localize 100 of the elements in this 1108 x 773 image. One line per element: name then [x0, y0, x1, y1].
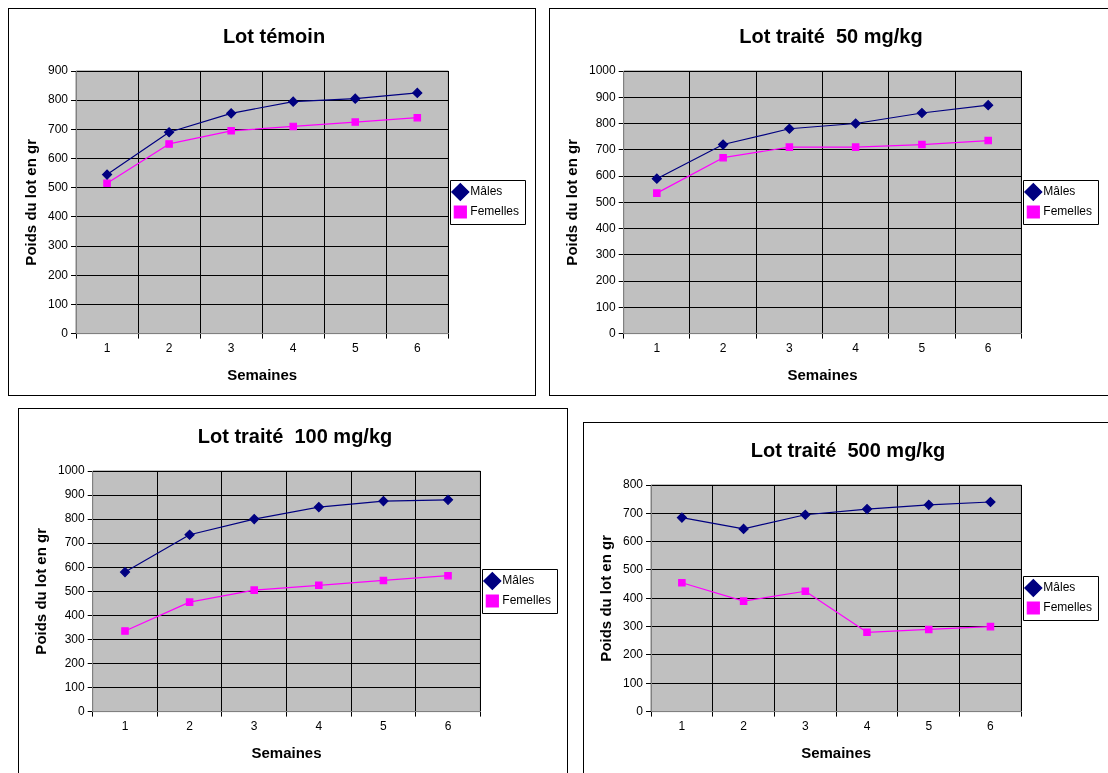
y-tick-label: 600 [622, 533, 644, 548]
point [678, 578, 686, 587]
point [103, 179, 111, 188]
legend-label: Femelles [470, 204, 520, 219]
x-tick-label: 4 [289, 341, 297, 356]
x-tick-label: 1 [653, 341, 661, 356]
point [676, 512, 687, 523]
y-axis-title: Poids du lot en gr [597, 534, 615, 662]
point [924, 625, 933, 634]
point [984, 136, 992, 145]
y-tick-label: 500 [64, 583, 86, 598]
y-tick-label: 0 [78, 703, 86, 718]
point [800, 509, 811, 520]
point [719, 153, 727, 162]
x-tick-label: 6 [987, 719, 995, 734]
x-tick-label: 3 [227, 341, 235, 356]
point [164, 127, 175, 138]
point [185, 598, 194, 606]
point [165, 140, 173, 148]
point [121, 627, 129, 635]
x-axis-title: Semaines [787, 366, 858, 384]
chart-title: Lot traité 50 mg/kg [739, 24, 923, 47]
x-tick-label: 6 [444, 719, 452, 734]
point [918, 140, 926, 149]
y-tick-label: 100 [64, 679, 86, 694]
x-tick-label: 2 [165, 341, 173, 356]
x-tick-label: 6 [984, 341, 992, 356]
y-tick-label: 600 [47, 150, 69, 165]
point [249, 514, 260, 525]
y-tick-label: 700 [64, 535, 86, 550]
point [718, 139, 729, 150]
y-tick-label: 700 [47, 121, 69, 136]
y-tick-label: 900 [47, 63, 69, 78]
point [861, 503, 873, 515]
point [784, 123, 795, 134]
y-tick-label: 400 [595, 220, 617, 235]
x-tick-label: 4 [315, 719, 323, 734]
point [785, 143, 794, 151]
y-tick-label: 800 [47, 92, 69, 107]
point [313, 501, 324, 513]
point [442, 494, 454, 505]
x-axis-title: Semaines [801, 744, 872, 762]
point [738, 523, 749, 534]
x-axis-title: Semaines [251, 744, 322, 762]
point [739, 597, 748, 605]
y-tick-label: 200 [64, 655, 86, 670]
x-tick-label: 2 [186, 719, 194, 734]
point [227, 127, 235, 135]
y-tick-label: 400 [64, 607, 86, 622]
y-tick-label: 200 [595, 273, 617, 288]
y-tick-label: 300 [622, 618, 644, 633]
point [923, 499, 934, 510]
point [101, 169, 113, 180]
y-tick-label: 1000 [588, 63, 617, 78]
legend-label: Mâles [1043, 184, 1076, 199]
y-tick-label: 400 [622, 590, 644, 605]
x-tick-label: 2 [740, 719, 748, 734]
y-tick-label: 500 [47, 180, 69, 195]
y-tick-label: 1000 [57, 463, 86, 478]
y-tick-label: 500 [622, 562, 644, 577]
y-tick-label: 200 [47, 267, 69, 282]
x-tick-label: 5 [380, 719, 388, 734]
legend-label: Femelles [502, 593, 552, 608]
chart-title: Lot traité 100 mg/kg [197, 424, 393, 447]
point [184, 529, 195, 540]
x-tick-label: 4 [852, 341, 860, 356]
y-tick-label: 500 [595, 194, 617, 209]
point [444, 571, 452, 580]
point [250, 586, 258, 594]
legend-label: Femelles [1043, 600, 1093, 615]
point [983, 100, 994, 111]
legend-label: Mâles [470, 184, 503, 199]
point [653, 189, 661, 197]
y-tick-label: 0 [636, 703, 644, 718]
point [351, 118, 360, 126]
x-tick-label: 3 [250, 719, 258, 734]
point [315, 581, 323, 590]
point [119, 566, 131, 578]
y-tick-label: 700 [595, 142, 617, 157]
point [288, 96, 299, 107]
point [350, 93, 361, 104]
x-tick-label: 6 [413, 341, 421, 356]
y-tick-label: 0 [609, 325, 617, 340]
point [226, 108, 237, 119]
point [850, 118, 861, 129]
point [378, 495, 389, 507]
y-tick-label: 800 [622, 477, 644, 492]
x-tick-label: 3 [801, 719, 809, 734]
legend-label: Mâles [502, 573, 535, 588]
x-tick-label: 5 [918, 341, 926, 356]
x-tick-label: 5 [351, 341, 359, 356]
legend-label: Mâles [1043, 580, 1076, 595]
point [863, 628, 871, 637]
chart-title: Lot témoin [222, 24, 326, 47]
y-tick-label: 100 [622, 675, 644, 690]
y-tick-label: 200 [622, 647, 644, 662]
y-tick-label: 900 [595, 89, 617, 104]
point [916, 107, 928, 119]
y-tick-label: 300 [595, 247, 617, 262]
x-tick-label: 2 [719, 341, 727, 356]
